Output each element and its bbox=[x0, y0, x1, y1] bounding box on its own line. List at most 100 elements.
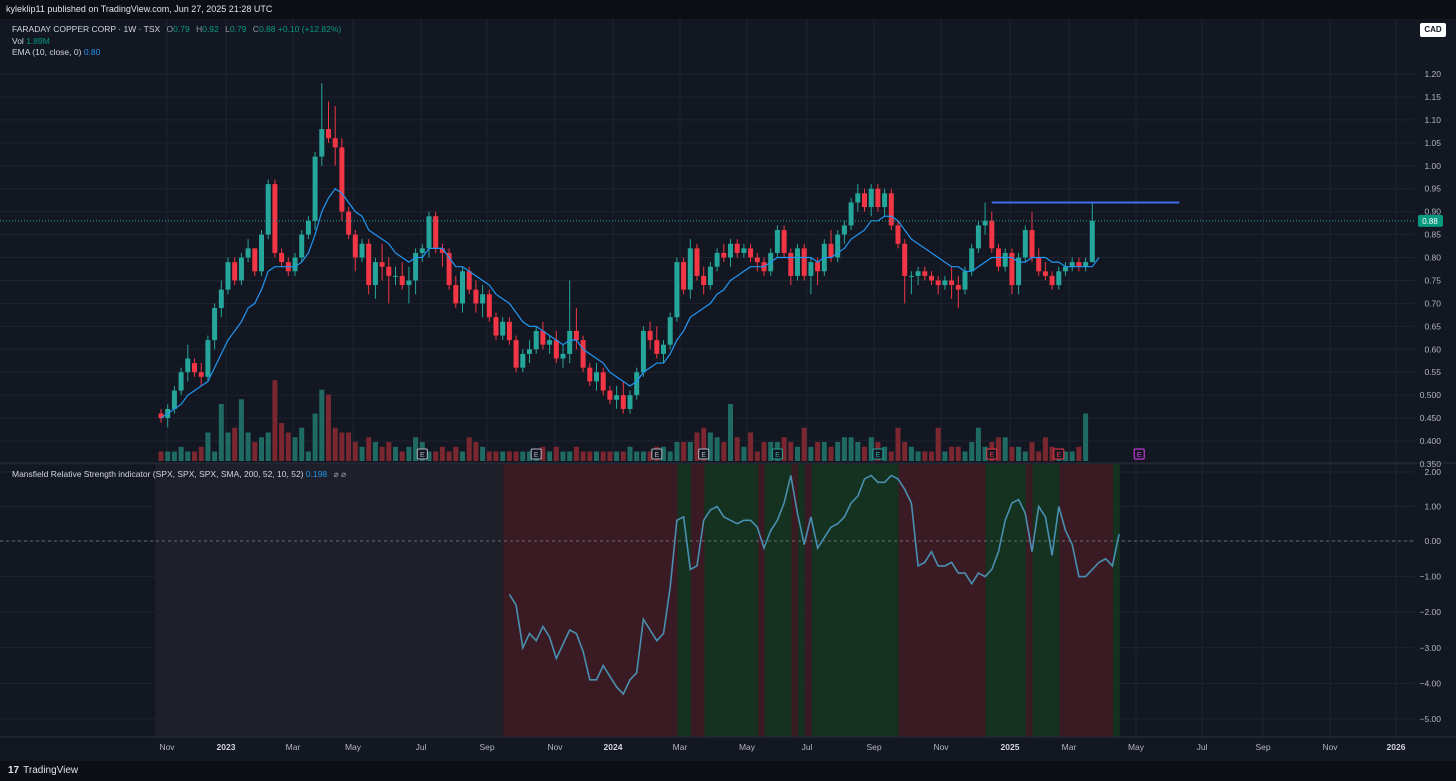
candle-body bbox=[212, 308, 218, 341]
time-tick-label: May bbox=[345, 742, 362, 752]
volume-bar bbox=[634, 451, 640, 461]
rs-shading bbox=[155, 464, 1120, 737]
time-tick-label: 2026 bbox=[1387, 742, 1406, 752]
volume-bar bbox=[158, 451, 164, 461]
currency-badge[interactable]: CAD bbox=[1420, 23, 1446, 37]
candle-body bbox=[500, 321, 506, 336]
candle-body bbox=[701, 275, 707, 286]
time-tick-label: Nov bbox=[159, 742, 175, 752]
volume-bar bbox=[326, 394, 331, 461]
candle-body bbox=[1083, 262, 1089, 267]
candle-body bbox=[674, 262, 680, 318]
volume-bar bbox=[439, 446, 445, 461]
earnings-marker bbox=[651, 448, 663, 460]
candle-body bbox=[292, 257, 298, 272]
time-tick-label: Sep bbox=[479, 742, 494, 752]
volume-bar bbox=[1022, 451, 1028, 461]
volume-bar bbox=[386, 442, 392, 461]
price-tick-label: 0.95 bbox=[1424, 184, 1441, 194]
candle-body bbox=[1002, 252, 1008, 267]
rs-tick-label: −1.00 bbox=[1419, 572, 1441, 582]
volume-bar bbox=[929, 451, 934, 461]
candle-body bbox=[393, 275, 398, 277]
volume-bar bbox=[788, 442, 794, 461]
rs-shade-green bbox=[811, 464, 899, 737]
chart-area[interactable]: E E E E E E E E E 1.20 1.15 1.10 1.05 1.00 0.95 0.90 0.8… bbox=[0, 19, 1456, 763]
candle-body bbox=[372, 262, 378, 286]
candle-body bbox=[1076, 262, 1082, 267]
candle-body bbox=[714, 252, 720, 267]
candle-body bbox=[413, 252, 419, 281]
volume-bar bbox=[694, 432, 700, 461]
volume-bar bbox=[1036, 451, 1042, 461]
current-price-badge bbox=[1418, 214, 1443, 227]
candle-body bbox=[486, 294, 492, 318]
volume-bar bbox=[299, 427, 305, 461]
volume-bar bbox=[192, 451, 197, 461]
candle-body bbox=[841, 225, 847, 235]
volume-bar bbox=[707, 432, 713, 461]
volume-bar bbox=[245, 432, 251, 461]
ema-label[interactable]: EMA (10, close, 0) bbox=[12, 47, 82, 57]
earnings-marker bbox=[872, 448, 884, 460]
candle-body bbox=[386, 266, 392, 276]
candle-body bbox=[942, 280, 948, 286]
rs-shade-green bbox=[704, 464, 758, 737]
price-tick-label: 0.350 bbox=[1420, 459, 1442, 469]
ema-legend: EMA (10, close, 0) 0.80 bbox=[12, 47, 100, 57]
rs-axis: 2.00 1.00 0.00 −1.00 −2.00 −3.00 −4.00 −5.00 bbox=[1419, 467, 1441, 724]
candle-body bbox=[862, 193, 867, 208]
chart-canvas[interactable]: E E E E E E E E E1.201.151.101.051.000.950.900.8… bbox=[0, 19, 1456, 761]
volume-bar bbox=[573, 446, 579, 461]
volume-bar bbox=[681, 442, 687, 461]
volume-bar bbox=[305, 451, 311, 461]
publish-info: kyleklip11 published on TradingView.com,… bbox=[6, 4, 273, 14]
candle-body bbox=[969, 248, 975, 272]
time-tick-label: Jul bbox=[1197, 742, 1208, 752]
volume-bar bbox=[955, 446, 961, 461]
candle-body bbox=[158, 413, 164, 419]
volume-bar bbox=[1049, 446, 1055, 461]
candle-body bbox=[299, 234, 305, 258]
volume-bar bbox=[754, 451, 760, 461]
candle-body bbox=[359, 243, 365, 258]
volume-bar bbox=[527, 451, 532, 461]
price-tick-label: 1.10 bbox=[1424, 115, 1441, 125]
volume-bar bbox=[975, 427, 981, 461]
volume-bar bbox=[1016, 446, 1022, 461]
candle-body bbox=[1069, 262, 1075, 267]
candle-body bbox=[198, 372, 204, 377]
volume-bar bbox=[506, 451, 512, 461]
candle-body bbox=[379, 262, 385, 267]
candle-body bbox=[801, 248, 807, 276]
volume-bar bbox=[962, 451, 968, 461]
low-label: L bbox=[225, 24, 230, 34]
candle-body bbox=[647, 330, 653, 341]
tradingview-logo-icon: 17 bbox=[8, 765, 20, 776]
earnings-marker bbox=[1053, 448, 1065, 460]
candle-body bbox=[466, 271, 472, 290]
candle-body bbox=[533, 330, 539, 350]
price-tick-label: 0.450 bbox=[1420, 413, 1442, 423]
volume-bar bbox=[547, 451, 553, 461]
candle-body bbox=[460, 271, 465, 304]
volume-bar bbox=[714, 437, 720, 461]
symbol-title[interactable]: FARADAY COPPER CORP · 1W · TSX bbox=[12, 24, 161, 34]
volume-bar bbox=[734, 437, 740, 461]
candle-body bbox=[245, 248, 251, 258]
candle-body bbox=[279, 252, 285, 263]
volume-bar bbox=[667, 451, 673, 461]
volume-bar bbox=[647, 451, 653, 461]
volume-label[interactable]: Vol bbox=[12, 36, 24, 46]
volume-bar bbox=[232, 427, 238, 461]
time-tick-label: Nov bbox=[933, 742, 949, 752]
volume-bar bbox=[721, 442, 727, 461]
tradingview-logo[interactable]: 17 TradingView bbox=[8, 765, 78, 776]
rs-shade-green bbox=[798, 464, 805, 737]
indicator-title[interactable]: Mansfield Relative Strength indicator (S… bbox=[12, 469, 304, 479]
candle-body bbox=[835, 234, 841, 258]
candle-body bbox=[352, 234, 358, 258]
candle-body bbox=[506, 321, 512, 341]
volume-bar bbox=[908, 446, 914, 461]
close-label: C bbox=[252, 24, 259, 34]
